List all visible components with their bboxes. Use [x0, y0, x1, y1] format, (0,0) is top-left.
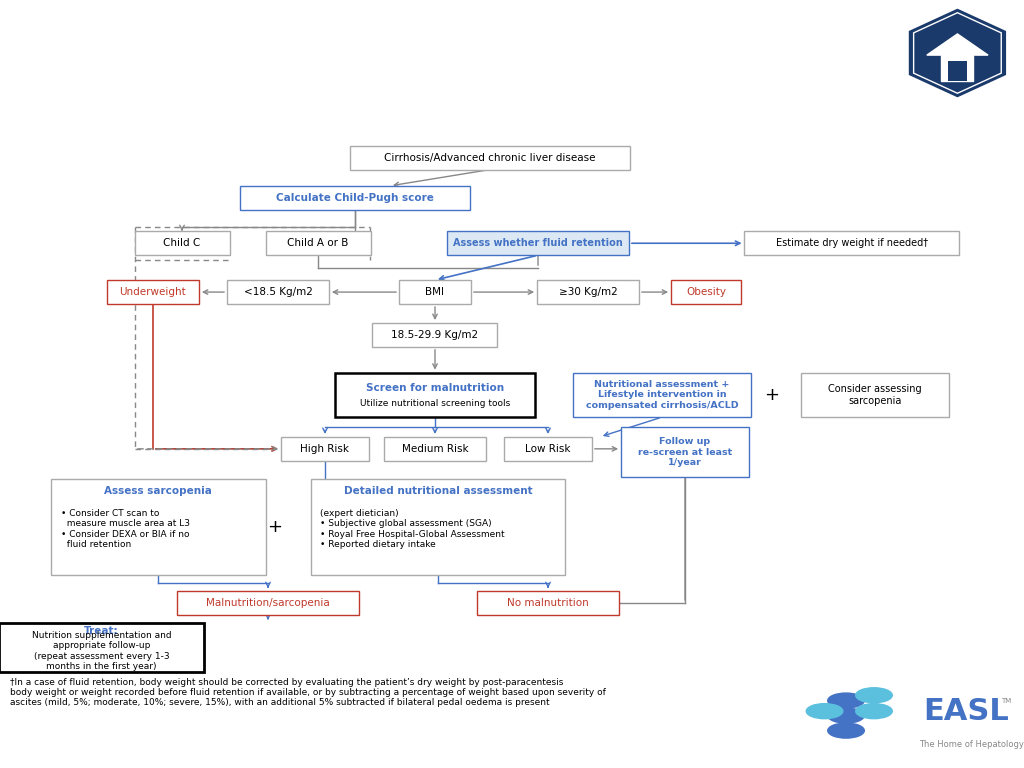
Circle shape [827, 693, 864, 708]
Text: Child C: Child C [164, 238, 201, 248]
FancyBboxPatch shape [373, 323, 498, 347]
FancyBboxPatch shape [384, 437, 486, 461]
FancyBboxPatch shape [240, 186, 470, 210]
FancyBboxPatch shape [504, 437, 592, 461]
Text: +: + [267, 518, 283, 536]
Text: <18.5 Kg/m2: <18.5 Kg/m2 [244, 287, 312, 297]
FancyBboxPatch shape [106, 280, 199, 304]
FancyBboxPatch shape [477, 591, 618, 615]
Text: TM: TM [1000, 697, 1011, 703]
FancyBboxPatch shape [399, 280, 471, 304]
Text: Estimate dry weight if needed†: Estimate dry weight if needed† [776, 238, 928, 248]
FancyBboxPatch shape [447, 231, 629, 255]
FancyBboxPatch shape [50, 478, 265, 574]
Text: Medium Risk: Medium Risk [401, 444, 468, 454]
FancyBboxPatch shape [227, 280, 329, 304]
Text: Follow up
re-screen at least
1/year: Follow up re-screen at least 1/year [638, 437, 732, 467]
FancyBboxPatch shape [281, 437, 369, 461]
FancyBboxPatch shape [335, 372, 535, 417]
Circle shape [827, 708, 864, 723]
Polygon shape [913, 13, 1001, 93]
Text: High Risk: High Risk [300, 444, 349, 454]
Text: Underweight: Underweight [120, 287, 186, 297]
Circle shape [806, 703, 843, 719]
Text: Child A or B: Child A or B [288, 238, 349, 248]
Text: Treat:: Treat: [84, 626, 119, 637]
Text: Assess whether fluid retention: Assess whether fluid retention [454, 238, 623, 248]
Circle shape [856, 703, 892, 719]
Text: 18.5-29.9 Kg/m2: 18.5-29.9 Kg/m2 [391, 330, 478, 340]
Polygon shape [948, 61, 967, 81]
Text: ≥30 Kg/m2: ≥30 Kg/m2 [559, 287, 617, 297]
Text: Cirrhosis/Advanced chronic liver disease: Cirrhosis/Advanced chronic liver disease [384, 153, 596, 163]
Text: Utilize nutritional screening tools: Utilize nutritional screening tools [359, 399, 510, 409]
Polygon shape [941, 55, 974, 81]
Text: Nutrition supplementation and
appropriate follow-up
(repeat assessment every 1-3: Nutrition supplementation and appropriat… [32, 631, 171, 671]
FancyBboxPatch shape [744, 231, 959, 255]
Text: • Consider CT scan to
  measure muscle area at L3
• Consider DEXA or BIA if no
 : • Consider CT scan to measure muscle are… [60, 509, 189, 549]
FancyBboxPatch shape [134, 231, 229, 255]
Circle shape [827, 723, 864, 738]
Text: Consider assessing
sarcopenia: Consider assessing sarcopenia [828, 384, 922, 406]
Text: †In a case of fluid retention, body weight should be corrected by evaluating the: †In a case of fluid retention, body weig… [10, 677, 606, 707]
Text: BMI: BMI [426, 287, 444, 297]
FancyBboxPatch shape [265, 231, 371, 255]
FancyBboxPatch shape [671, 280, 741, 304]
Text: Screen for malnutrition: Screen for malnutrition [366, 383, 504, 393]
Circle shape [856, 688, 892, 703]
Text: The Home of Hepatology: The Home of Hepatology [920, 740, 1024, 750]
FancyBboxPatch shape [177, 591, 359, 615]
FancyBboxPatch shape [537, 280, 639, 304]
FancyBboxPatch shape [0, 623, 204, 671]
FancyBboxPatch shape [621, 428, 749, 477]
FancyBboxPatch shape [801, 372, 949, 417]
Text: +: + [765, 386, 779, 404]
Text: No malnutrition: No malnutrition [507, 598, 589, 608]
Polygon shape [927, 34, 988, 55]
FancyBboxPatch shape [310, 478, 565, 574]
Text: EASL: EASL [924, 697, 1010, 726]
Text: Low Risk: Low Risk [525, 444, 570, 454]
Text: (expert dietician)
• Subjective global assessment (SGA)
• Royal Free Hospital-Gl: (expert dietician) • Subjective global a… [321, 509, 505, 549]
Text: Nutritional assessment +
Lifestyle intervention in
compensated cirrhosis/ACLD: Nutritional assessment + Lifestyle inter… [586, 380, 738, 410]
Text: Nutritional screening and assessment in patients: Nutritional screening and assessment in … [16, 21, 751, 47]
Polygon shape [906, 6, 1009, 100]
Text: Detailed nutritional assessment: Detailed nutritional assessment [344, 486, 532, 496]
FancyBboxPatch shape [573, 372, 751, 417]
FancyBboxPatch shape [350, 146, 630, 170]
Text: Assess sarcopenia: Assess sarcopenia [104, 486, 212, 496]
Text: Malnutrition/sarcopenia: Malnutrition/sarcopenia [206, 598, 330, 608]
Text: Calculate Child-Pugh score: Calculate Child-Pugh score [276, 193, 434, 203]
Text: with cirrhosis: with cirrhosis [16, 68, 218, 94]
Text: Obesity: Obesity [686, 287, 726, 297]
